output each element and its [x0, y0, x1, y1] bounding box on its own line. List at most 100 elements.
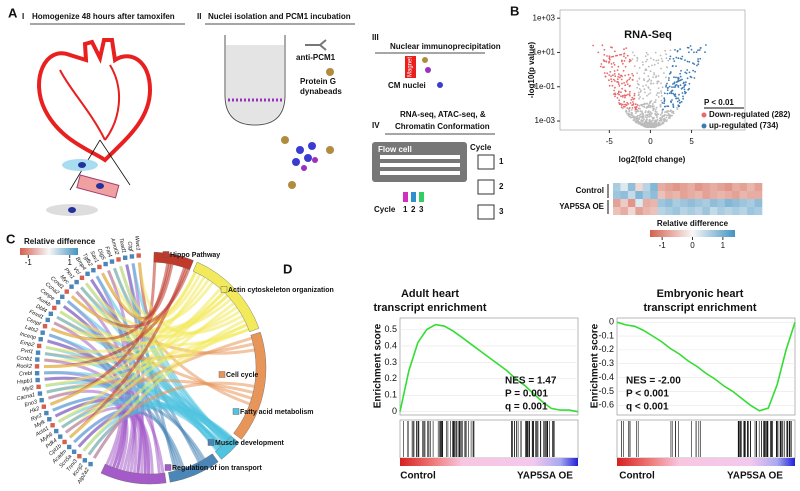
- scatter-point: [623, 60, 626, 62]
- heat-cell: [754, 199, 763, 207]
- category-arc: [100, 463, 167, 485]
- scatter-point: [628, 60, 631, 63]
- scatter-point: [640, 123, 643, 125]
- scatter-point: [604, 75, 607, 78]
- scatter-point: [645, 102, 648, 105]
- scatter-point: [672, 57, 675, 60]
- gene-swatch: [54, 428, 59, 434]
- scatter-point: [657, 96, 660, 98]
- scatter-point: [643, 79, 645, 82]
- heat-cell: [687, 183, 696, 191]
- scatter-point: [632, 101, 634, 103]
- scatter-point: [610, 63, 613, 65]
- heat-cell: [657, 207, 666, 215]
- scatter-point: [688, 71, 691, 74]
- scatter-point: [679, 79, 682, 81]
- scatter-point: [645, 114, 647, 116]
- scatter-point: [652, 122, 655, 124]
- gene-swatch: [45, 317, 50, 323]
- scatter-point: [613, 70, 616, 72]
- colorbar: [650, 230, 735, 237]
- category-arc: [192, 261, 260, 333]
- gene-label: Ccnb1: [16, 355, 32, 362]
- scatter-point: [636, 86, 639, 89]
- category-label: Actin cytoskeleton organization: [228, 287, 334, 294]
- scatter-point: [671, 99, 673, 101]
- scatter-point: [603, 48, 606, 51]
- scatter-point: [688, 82, 691, 85]
- scatter-point: [602, 59, 605, 61]
- stat-label: P < 0.001: [626, 389, 669, 400]
- label: 2: [499, 182, 504, 191]
- scatter-point: [671, 89, 673, 92]
- flow-cell: [372, 142, 495, 220]
- gene-swatch: [58, 434, 63, 439]
- scatter-point: [599, 65, 602, 68]
- chord-ribbon: [87, 406, 229, 456]
- heat-cell: [650, 191, 658, 199]
- chord-ribbon: [92, 414, 134, 472]
- scatter-point: [654, 99, 657, 101]
- scatter-point: [669, 49, 672, 52]
- stat-label: NES = 1.47: [505, 376, 557, 387]
- scatter-point: [608, 57, 611, 60]
- scatter-point: [651, 125, 654, 128]
- scatter-point: [655, 122, 658, 125]
- scatter-point: [666, 92, 669, 95]
- scatter-point: [618, 85, 621, 87]
- scatter-point: [614, 80, 616, 82]
- heat-cell: [717, 183, 726, 191]
- scatter-point: [650, 79, 653, 82]
- scatter-point: [646, 122, 649, 125]
- y-tick-label: 0.2: [384, 373, 397, 383]
- y-axis-label: Enrichment score: [590, 323, 601, 408]
- gene-swatch: [129, 254, 135, 259]
- scatter-point: [641, 61, 644, 63]
- heat-cell: [739, 207, 748, 215]
- scatter-point: [643, 118, 645, 121]
- heat-cell: [702, 199, 711, 207]
- scatter-point: [682, 95, 684, 98]
- gene-label: Fmnl1: [28, 309, 44, 321]
- scatter-point: [624, 103, 626, 106]
- gene-swatch: [67, 444, 72, 450]
- y-tick-label: 0: [392, 406, 397, 416]
- scatter-point: [660, 99, 663, 102]
- scatter-point: [663, 97, 666, 100]
- scatter-point: [682, 97, 684, 100]
- scatter-point: [661, 102, 664, 104]
- scatter-point: [626, 101, 629, 104]
- scatter-point: [650, 100, 653, 102]
- scatter-point: [679, 75, 682, 78]
- scatter-point: [646, 94, 648, 97]
- scatter-point: [612, 62, 615, 64]
- step-numeral: II: [197, 12, 201, 21]
- chord-ribbon: [44, 376, 138, 474]
- scatter-point: [670, 114, 673, 117]
- gene-swatch: [103, 261, 108, 267]
- category-swatch: [207, 439, 215, 446]
- label: CM nuclei: [388, 81, 426, 90]
- category-label: Muscle development: [215, 440, 285, 447]
- category-swatch: [220, 286, 228, 293]
- scatter-point: [647, 93, 650, 96]
- scatter-point: [665, 86, 667, 88]
- scatter-point: [686, 60, 689, 63]
- scatter-point: [613, 93, 615, 96]
- heat-cell: [747, 191, 755, 199]
- y-tick-label: -0.5: [598, 386, 614, 396]
- heat-cell: [665, 191, 673, 199]
- chord-diagram: Hippo Pathway Actin cytoskeleton organiza…: [16, 235, 334, 485]
- scatter-point: [656, 82, 659, 85]
- scatter-point: [664, 111, 666, 113]
- scatter-point: [677, 97, 680, 100]
- scatter-point: [670, 90, 672, 93]
- scatter-point: [663, 117, 666, 120]
- colorbar-tick-label: 0: [690, 241, 695, 250]
- label: 2: [411, 205, 416, 214]
- y-tick-label: -0.3: [598, 358, 614, 368]
- heat-cell: [627, 183, 636, 191]
- scatter-point: [647, 87, 650, 89]
- scatter-point: [660, 82, 662, 85]
- scatter-point: [644, 124, 647, 126]
